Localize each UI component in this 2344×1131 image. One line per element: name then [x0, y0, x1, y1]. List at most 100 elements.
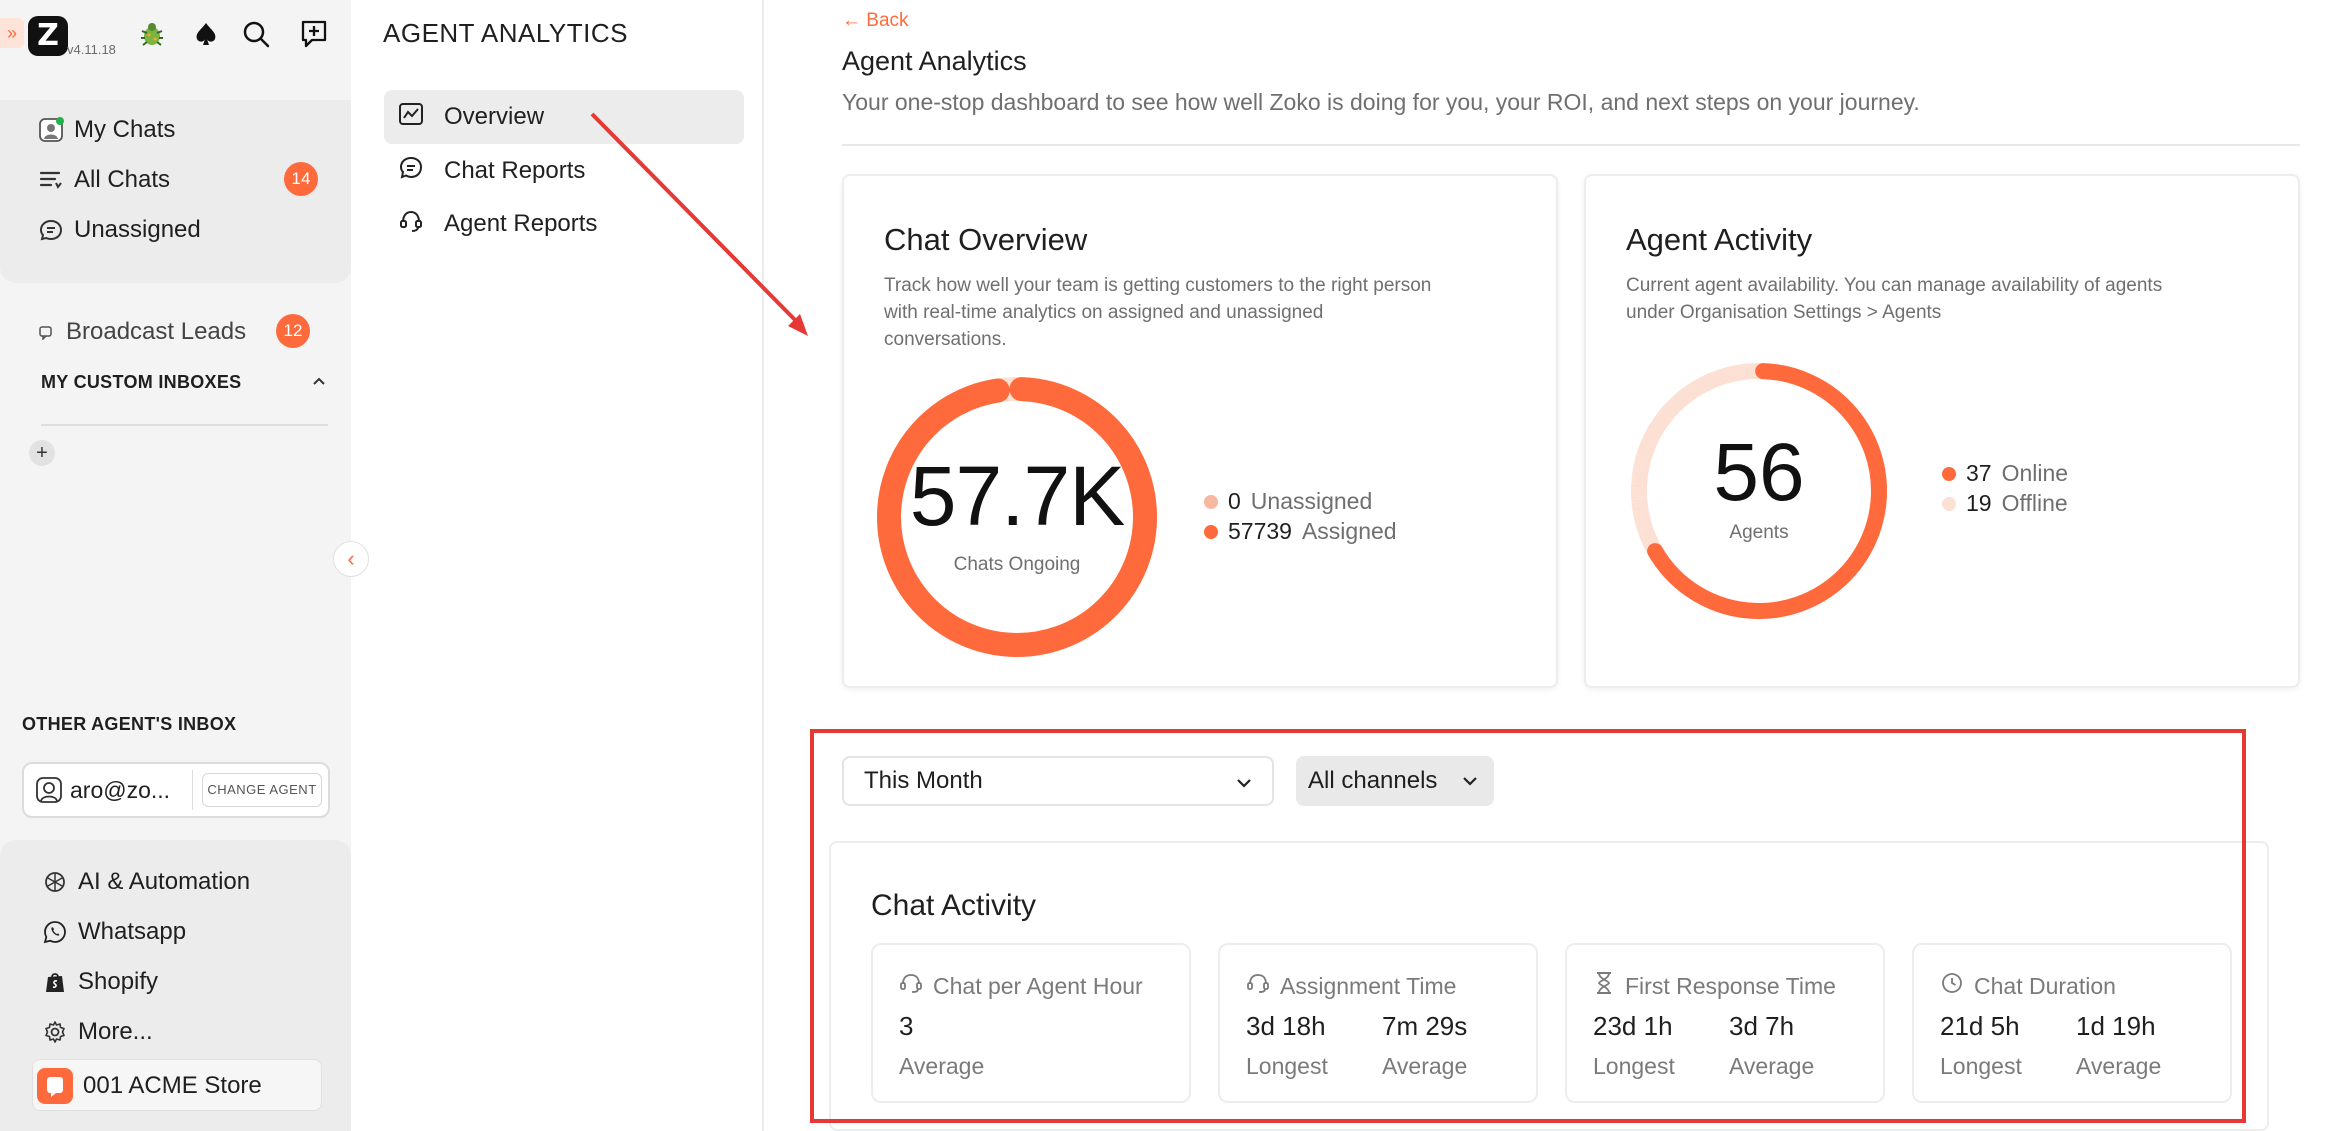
store-switcher[interactable]: 001 ACME Store: [32, 1059, 322, 1111]
sidebar-item-whatsapp[interactable]: Whatsapp: [42, 918, 186, 946]
ai-icon: [42, 869, 68, 895]
chat-overview-desc-line: Track how well your team is getting cust…: [884, 275, 1432, 296]
change-agent-button[interactable]: CHANGE AGENT: [202, 773, 322, 807]
expand-sidebar-button[interactable]: »: [0, 18, 24, 48]
legend-label: Unassigned: [1250, 488, 1373, 514]
chat-overview-description: Track how well your team is getting cust…: [884, 272, 1431, 353]
line-chart-icon: [398, 101, 424, 134]
metric-value: 21d 5h: [1940, 1011, 2020, 1041]
chat-activity-card: Chat Activity Chat per Agent Hour 3 Aver…: [829, 841, 2269, 1131]
chat-overview-card: Chat Overview Track how well your team i…: [842, 174, 1558, 688]
metric-label: Longest: [1593, 1053, 1675, 1079]
agent-activity-desc-line: under Organisation Settings > Agents: [1626, 302, 1942, 323]
bug-icon[interactable]: [134, 16, 170, 52]
legend-value: 37: [1966, 460, 1992, 486]
page-title: Agent Analytics: [842, 46, 1027, 76]
analytics-subnav: AGENT ANALYTICS Overview Chat Reports Ag…: [351, 0, 764, 1131]
legend-label: Assigned: [1301, 518, 1397, 544]
subnav-item-agent-reports[interactable]: Agent Reports: [384, 197, 744, 251]
sidebar-item-more[interactable]: More...: [42, 1018, 153, 1046]
filter-list-icon: [38, 167, 64, 193]
header-divider: [842, 144, 2300, 146]
collapse-sidebar-button[interactable]: ‹: [333, 541, 369, 577]
agents-total-value: 56: [1713, 427, 1805, 518]
metric-title: Assignment Time: [1280, 972, 1457, 999]
chevron-down-icon: [1460, 770, 1480, 798]
legend-label: Online: [2001, 460, 2069, 486]
add-custom-inbox-button[interactable]: +: [29, 440, 55, 466]
agent-avatar-icon: [36, 777, 62, 803]
chat-overview-desc-line: with real-time analytics on assigned and…: [884, 302, 1324, 323]
metric-header: First Response Time: [1593, 971, 1836, 1001]
broadcast-count-badge: 12: [276, 314, 310, 348]
other-agent-inbox-heading: OTHER AGENT'S INBOX: [22, 714, 237, 734]
legend-dot: [1204, 494, 1218, 509]
metric-header: Chat Duration: [1940, 971, 2116, 1001]
agent-activity-title: Agent Activity: [1626, 222, 1813, 257]
agents-donut-chart: [1631, 363, 1887, 619]
metric-title: First Response Time: [1625, 972, 1836, 999]
subnav-item-overview[interactable]: Overview: [384, 90, 744, 144]
all-chats-count-badge: 14: [284, 162, 318, 196]
metric-chat-duration: Chat Duration 21d 5h Longest 1d 19h Aver…: [1912, 943, 2232, 1103]
store-icon: [37, 1068, 73, 1104]
selected-agent-email: aro@zo...: [70, 777, 171, 803]
gear-icon: [42, 1019, 68, 1045]
metric-title: Chat per Agent Hour: [933, 972, 1143, 999]
sidebar-item-unassigned[interactable]: Unassigned: [38, 216, 201, 244]
metric-header: Chat per Agent Hour: [899, 971, 1143, 1001]
subnav-item-chat-reports[interactable]: Chat Reports: [384, 144, 744, 198]
assignment-icon: [1246, 971, 1270, 1001]
chat-overview-title: Chat Overview: [884, 222, 1088, 257]
period-select-value: This Month: [864, 767, 983, 794]
legend-value: 57739: [1228, 518, 1292, 544]
hourglass-icon: [1593, 971, 1615, 1001]
sidebar-item-label: More...: [78, 1018, 153, 1045]
store-name: 001 ACME Store: [83, 1072, 262, 1099]
sidebar-item-broadcast-leads[interactable]: Broadcast Leads: [38, 318, 246, 346]
annotation-highlight-box: [810, 729, 2246, 1123]
chat-report-icon: [398, 155, 424, 188]
whatsapp-icon: [42, 919, 68, 945]
subnav-item-label: Agent Reports: [444, 210, 598, 237]
legend-online: 37 Online: [1942, 460, 2068, 487]
page-subtitle: Your one-stop dashboard to see how well …: [842, 89, 1920, 115]
sidebar-item-ai-automation[interactable]: AI & Automation: [42, 868, 250, 896]
sidebar-item-shopify[interactable]: Shopify: [42, 968, 158, 996]
sidebar-item-label: Unassigned: [74, 216, 201, 243]
period-select[interactable]: This Month: [842, 756, 1274, 806]
sidebar-item-my-chats[interactable]: My Chats: [38, 116, 175, 144]
spade-icon[interactable]: [188, 16, 224, 52]
channel-select-value: All channels: [1308, 767, 1438, 794]
metric-chat-per-agent-hour: Chat per Agent Hour 3 Average: [871, 943, 1191, 1103]
metric-assignment-time: Assignment Time 3d 18h Longest 7m 29s Av…: [1218, 943, 1538, 1103]
legend-dot: [1942, 496, 1956, 511]
search-icon[interactable]: [238, 16, 274, 52]
donut-online-arc: [1631, 363, 1887, 619]
sidebar-item-all-chats[interactable]: All Chats: [38, 166, 170, 194]
metric-first-response-time: First Response Time 23d 1h Longest 3d 7h…: [1565, 943, 1885, 1103]
metric-header: Assignment Time: [1246, 971, 1456, 1001]
chat-overview-desc-line: conversations.: [884, 329, 1007, 350]
arrow-left-icon: ←: [842, 10, 861, 31]
legend-dot: [1204, 524, 1218, 539]
sidebar-item-label: Whatsapp: [78, 918, 187, 945]
back-link[interactable]: ← Back: [842, 10, 909, 32]
sidebar-item-label: Shopify: [78, 968, 159, 995]
metric-value: 3: [899, 1011, 914, 1041]
chats-donut-chart: [877, 377, 1157, 657]
sidebar-header: » Z v4.11.18: [0, 0, 351, 64]
metric-title: Chat Duration: [1974, 972, 2116, 999]
subnav-item-label: Chat Reports: [444, 157, 586, 184]
new-chat-icon[interactable]: [296, 16, 332, 52]
agent-hour-icon: [899, 971, 923, 1001]
metric-label: Average: [1382, 1053, 1468, 1079]
sidebar-item-label: All Chats: [74, 166, 171, 193]
zoko-logo: Z: [28, 16, 68, 56]
metric-value: 23d 1h: [1593, 1011, 1673, 1041]
chevron-up-icon[interactable]: [310, 372, 328, 395]
chevron-down-icon: [1234, 772, 1254, 800]
broadcast-icon: [38, 319, 56, 345]
subnav-title: AGENT ANALYTICS: [383, 18, 628, 48]
channel-select[interactable]: All channels: [1296, 756, 1494, 806]
